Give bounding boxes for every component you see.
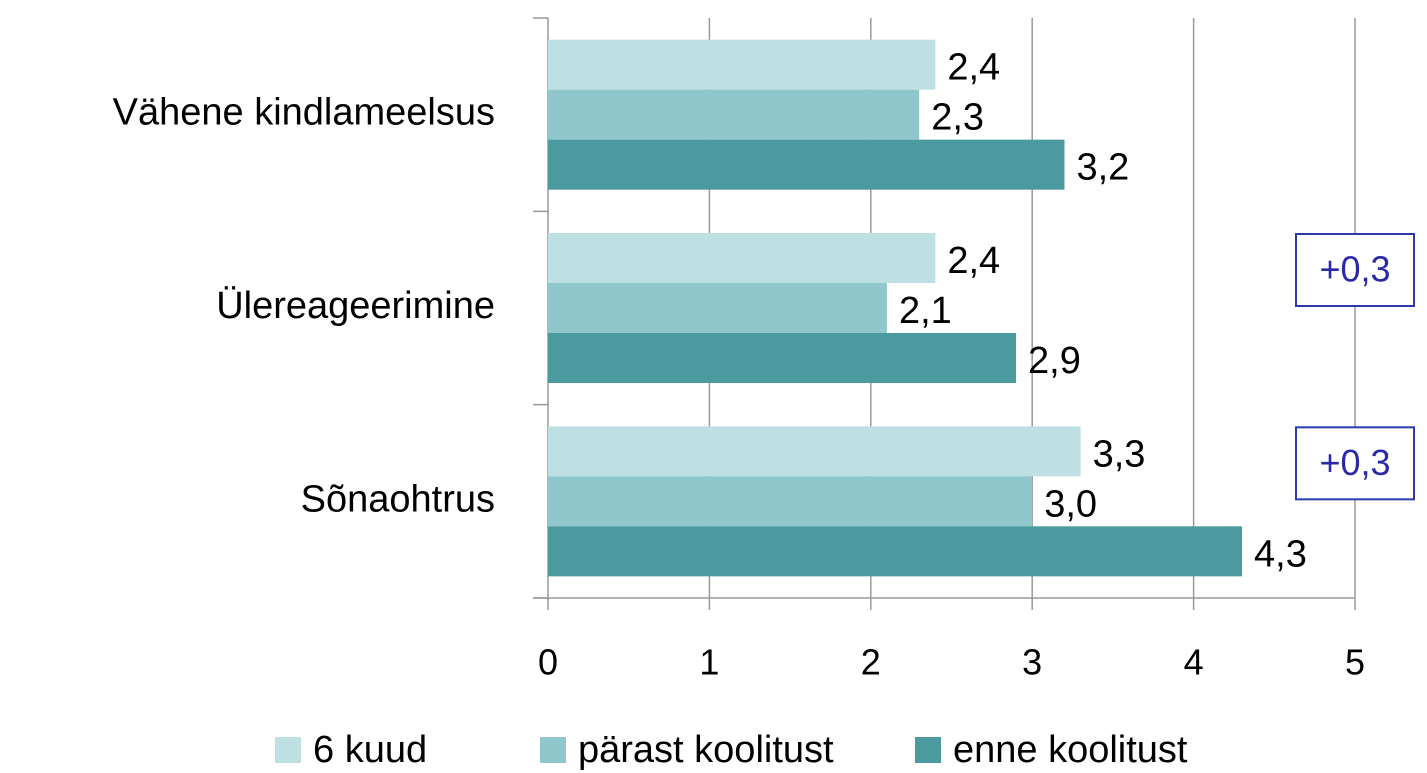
bar xyxy=(548,333,1017,383)
legend-swatch xyxy=(275,737,301,763)
y-tick-label: Sõnaohtrus xyxy=(301,478,495,520)
bar xyxy=(548,39,936,90)
legend-label: 6 kuud xyxy=(313,729,427,771)
value-label: 4,3 xyxy=(1254,533,1307,575)
y-tick-label: Vähene kindlameelsus xyxy=(113,92,495,134)
legend-swatch xyxy=(540,737,566,763)
legend-label: enne koolitust xyxy=(953,729,1188,771)
value-label: 3,0 xyxy=(1044,483,1097,525)
annotation: +0,3 xyxy=(1319,442,1390,483)
bar xyxy=(548,526,1243,577)
x-tick-label: 2 xyxy=(861,642,881,683)
value-label: 2,3 xyxy=(931,97,984,139)
bar xyxy=(548,139,1065,190)
legend-label: pärast koolitust xyxy=(578,729,834,771)
bar xyxy=(548,476,1033,527)
x-tick-label: 1 xyxy=(699,642,719,683)
value-label: 3,3 xyxy=(1093,433,1146,475)
value-label: 3,2 xyxy=(1076,147,1129,189)
annotation-box xyxy=(1295,426,1415,501)
bar xyxy=(548,283,887,333)
bar xyxy=(548,89,920,140)
bar xyxy=(548,426,1081,477)
annotation-box xyxy=(1295,233,1415,307)
value-label: 2,1 xyxy=(899,290,952,332)
x-tick-label: 0 xyxy=(538,642,558,683)
value-label: 2,4 xyxy=(947,240,1000,282)
bar xyxy=(548,233,936,283)
legend-swatch xyxy=(915,737,941,763)
x-tick-label: 5 xyxy=(1345,642,1365,683)
x-tick-label: 3 xyxy=(1022,642,1042,683)
annotation: +0,3 xyxy=(1319,249,1390,290)
y-tick-label: Ülereageerimine xyxy=(216,285,495,327)
value-label: 2,4 xyxy=(947,47,1000,89)
value-label: 2,9 xyxy=(1028,340,1081,382)
x-tick-label: 4 xyxy=(1184,642,1204,683)
